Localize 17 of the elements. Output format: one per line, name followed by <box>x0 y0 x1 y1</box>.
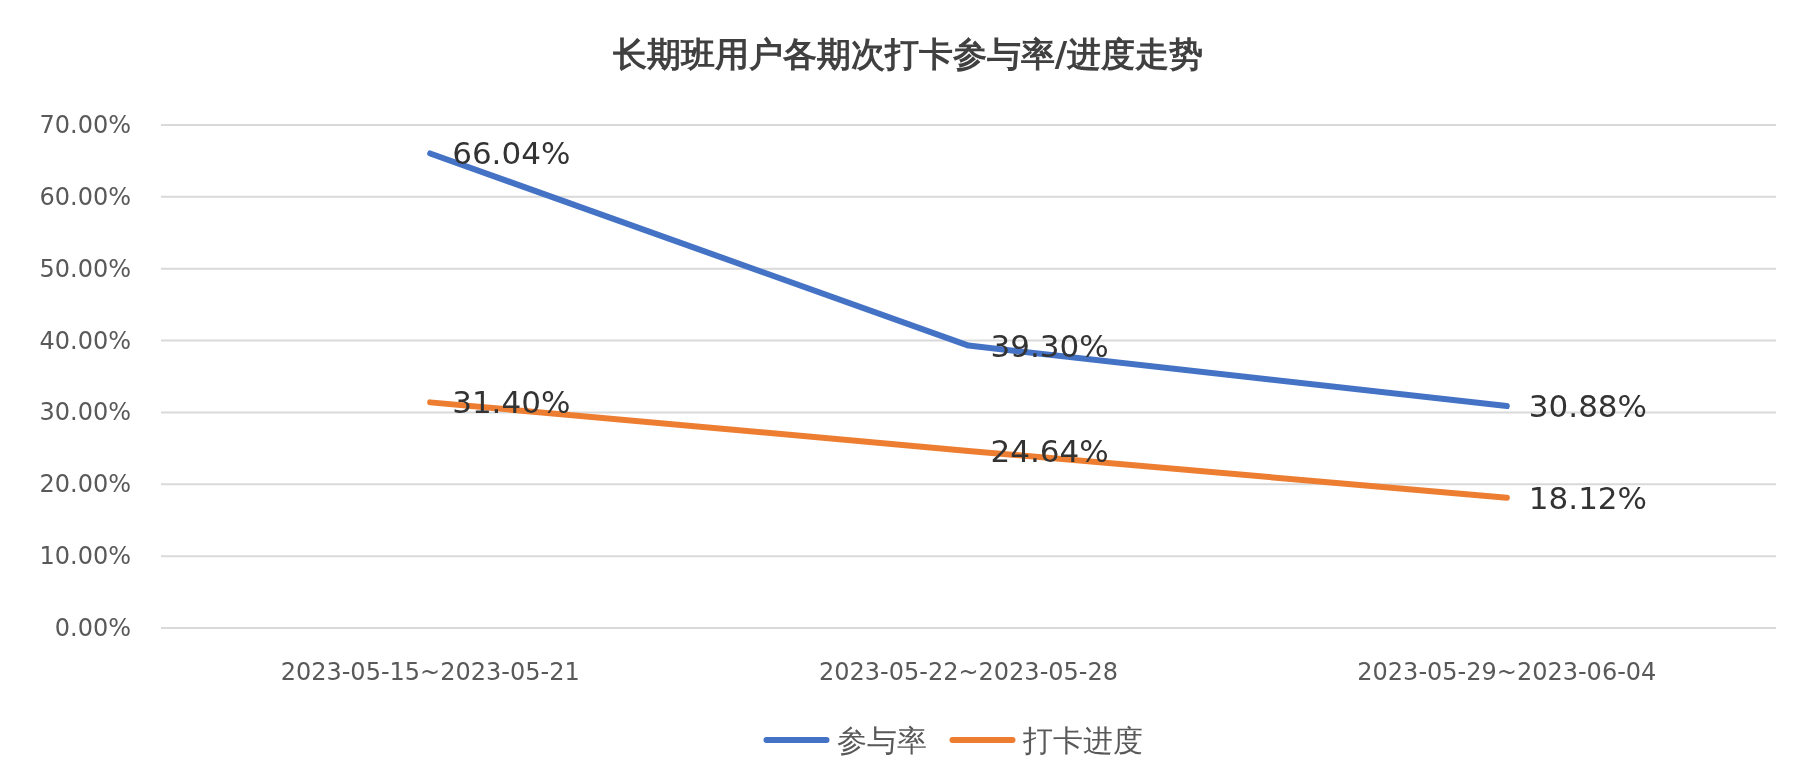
legend-label: 参与率 <box>836 723 927 758</box>
chart-title: 长期班用户各期次打卡参与率/进度走势 <box>611 34 1204 74</box>
y-tick-label: 10.00% <box>39 542 131 571</box>
y-tick-label: 60.00% <box>39 182 131 211</box>
y-tick-label: 70.00% <box>39 111 131 139</box>
data-label: 66.04% <box>452 135 571 172</box>
x-tick-label: 2023-05-22~2023-05-28 <box>818 658 1119 686</box>
y-tick-label: 40.00% <box>39 326 131 355</box>
y-tick-label: 0.00% <box>54 614 131 642</box>
y-tick-label: 20.00% <box>39 470 131 499</box>
y-tick-label: 30.00% <box>39 398 131 427</box>
y-tick-label: 50.00% <box>39 254 131 283</box>
legend-label: 打卡进度 <box>1021 723 1143 758</box>
data-label: 18.12% <box>1528 479 1648 516</box>
x-tick-label: 2023-05-29~2023-06-04 <box>1357 658 1657 686</box>
data-label: 30.88% <box>1528 388 1648 425</box>
x-tick-label: 2023-05-15~2023-05-21 <box>280 658 580 686</box>
